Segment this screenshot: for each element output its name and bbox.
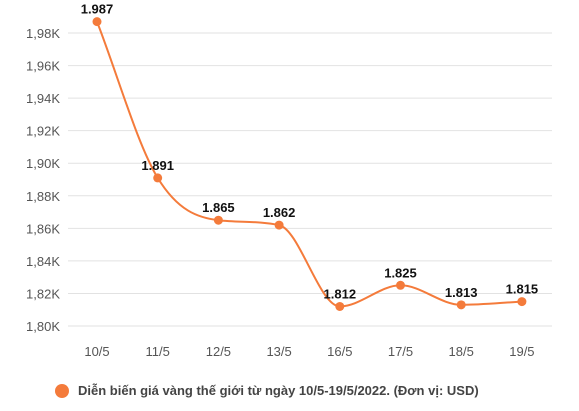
data-label: 1.865 xyxy=(202,200,235,215)
data-label: 1.812 xyxy=(324,286,357,301)
legend-text: Diễn biến giá vàng thế giới từ ngày 10/5… xyxy=(78,383,479,398)
y-tick-label: 1,86K xyxy=(26,221,60,236)
data-label: 1.987 xyxy=(81,2,114,17)
x-tick-label: 18/5 xyxy=(449,344,474,359)
y-tick-label: 1,98K xyxy=(26,26,60,41)
data-point xyxy=(517,297,527,307)
data-label: 1.825 xyxy=(384,265,417,280)
x-tick-label: 10/5 xyxy=(84,344,109,359)
data-point xyxy=(153,173,163,183)
legend-marker-icon xyxy=(55,383,69,398)
y-tick-label: 1,88K xyxy=(26,189,60,204)
data-point xyxy=(213,215,223,225)
x-tick-label: 19/5 xyxy=(509,344,534,359)
y-tick-label: 1,90K xyxy=(26,156,60,171)
x-tick-label: 16/5 xyxy=(327,344,352,359)
x-tick-label: 11/5 xyxy=(146,344,170,359)
data-label: 1.813 xyxy=(445,285,478,300)
x-tick-label: 12/5 xyxy=(206,344,231,359)
y-tick-label: 1,94K xyxy=(26,91,60,106)
x-tick-label: 17/5 xyxy=(388,344,413,359)
y-tick-label: 1,80K xyxy=(26,319,60,334)
data-point xyxy=(92,17,102,27)
data-label: 1.891 xyxy=(141,158,174,173)
data-point xyxy=(456,300,466,310)
data-point xyxy=(396,280,405,290)
data-label: 1.862 xyxy=(263,205,296,220)
data-point xyxy=(274,220,284,230)
data-label: 1.815 xyxy=(506,282,539,297)
y-tick-label: 1,84K xyxy=(26,254,60,269)
data-point xyxy=(335,301,345,311)
x-tick-label: 13/5 xyxy=(266,344,291,359)
legend: Diễn biến giá vàng thế giới từ ngày 10/5… xyxy=(55,383,479,398)
y-tick-label: 1,82K xyxy=(26,286,60,301)
series-line xyxy=(96,21,522,308)
y-tick-label: 1,96K xyxy=(26,59,60,74)
y-tick-label: 1,92K xyxy=(26,124,60,139)
